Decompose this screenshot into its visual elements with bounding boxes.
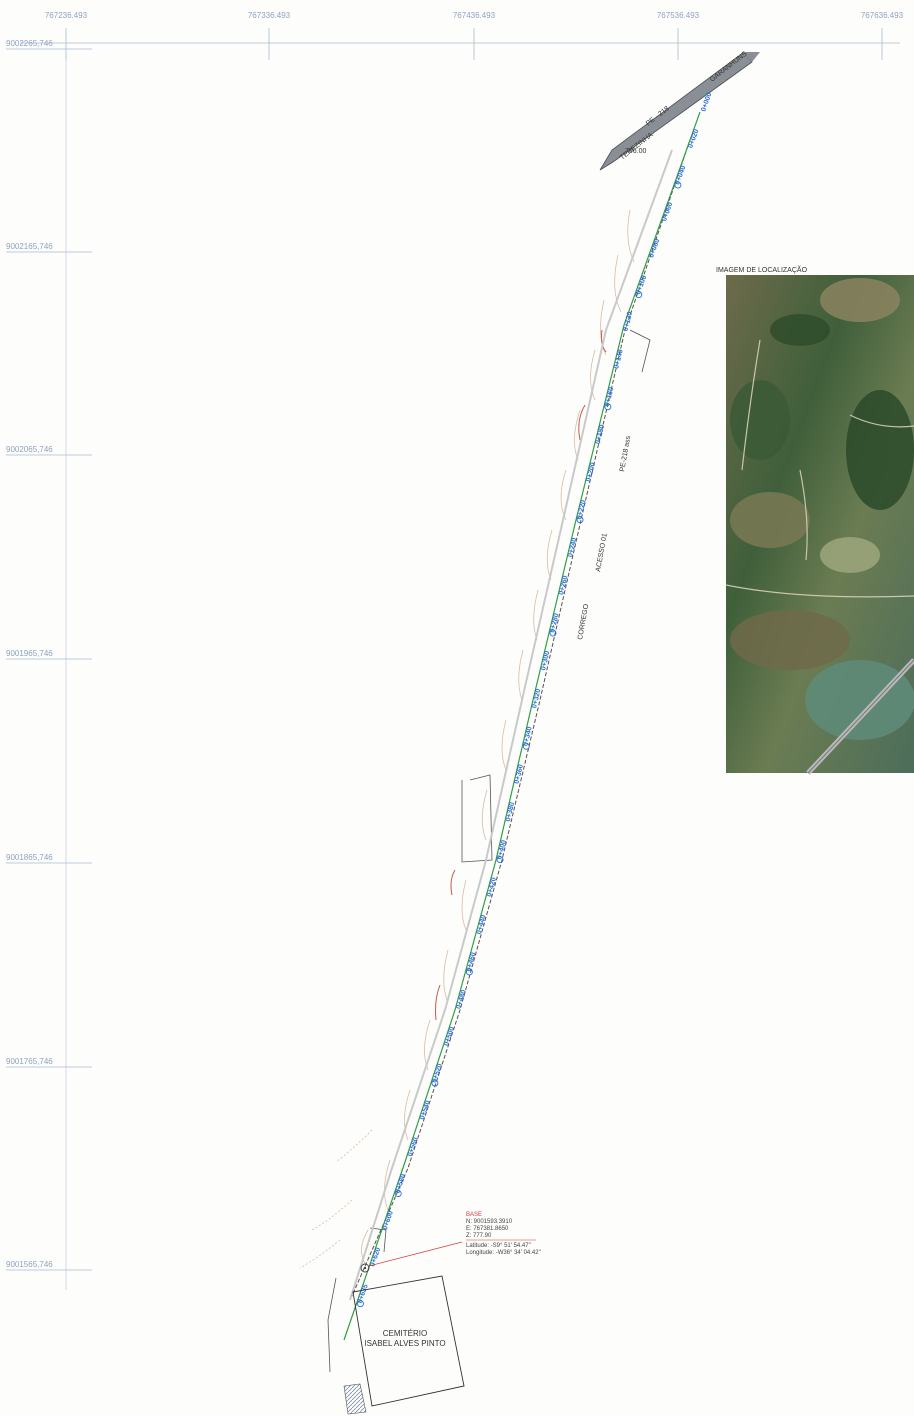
station-label: 0+540: [419, 1100, 432, 1121]
easting-label: 767436.493: [453, 11, 496, 20]
station-label: 0+320: [531, 688, 542, 709]
cemetery-label-line2: ISABEL ALVES PINTO: [364, 1339, 445, 1348]
station-label: 0+080: [648, 238, 661, 259]
station-label: 0+140: [613, 349, 625, 370]
road-pe218: PE - 218 TEREZINHA GARANHUNS 796.00: [599, 50, 760, 171]
cemetery-label-line1: CEMITÉRIO: [383, 1329, 427, 1338]
station-marker: [576, 516, 584, 524]
base-latitude: Latitude: -S9° 51' 54.47": [466, 1243, 531, 1249]
station-label: 0+020: [687, 128, 700, 149]
station-marker: [635, 291, 643, 299]
northing-label: 9002165,746: [6, 242, 53, 251]
station-label: 0+180: [595, 424, 607, 445]
station-label: 0+260: [558, 575, 569, 596]
station-label: 0+060: [661, 201, 674, 222]
northing-label: 9001565,746: [6, 1260, 53, 1269]
station-label: 0+240: [567, 537, 578, 558]
easting-label: 767636.493: [861, 11, 904, 20]
station-marker: [431, 1079, 439, 1087]
station-labels: 0+0000+0200+0400+0600+0800+1000+1200+140…: [357, 92, 714, 1308]
property-boundary: [327, 329, 651, 1373]
station-label: 0+160: [604, 386, 616, 407]
station-marker: [465, 968, 473, 976]
northing-label: 9002265,746: [6, 39, 53, 48]
station-marker: [604, 403, 612, 411]
station-label: 0+500: [443, 1026, 456, 1047]
station-label: 0+480: [455, 989, 468, 1010]
station-label: 0+420: [486, 877, 498, 898]
base-title: BASE: [466, 1212, 482, 1218]
road-side-label: PE-218 ass: [619, 435, 632, 472]
station-label: 0+440: [476, 914, 488, 935]
cemetery-plot: CEMITÉRIO ISABEL ALVES PINTO: [343, 1275, 465, 1415]
terrain-red-marks: [435, 329, 607, 1021]
northing-label: 9001865,746: [6, 853, 53, 862]
station-marker: [496, 856, 504, 864]
station-label: 0+340: [522, 726, 533, 747]
elevation-label: 796.00: [625, 148, 647, 155]
easting-label: 767236.493: [45, 11, 88, 20]
station-label: 0+120: [623, 311, 635, 332]
station-label: 0+300: [540, 650, 551, 671]
location-inset: IMAGEM DE LOCALIZAÇÃO: [716, 265, 914, 775]
inset-title: IMAGEM DE LOCALIZAÇÃO: [716, 265, 808, 274]
northing-label: 9001765,746: [6, 1057, 53, 1066]
easting-label: 767536.493: [657, 11, 700, 20]
station-marker: [674, 181, 682, 189]
station-marker: [357, 1300, 364, 1308]
northing-label: 9001965,746: [6, 649, 53, 658]
station-label: 0+400: [496, 839, 508, 860]
station-label: 0+200: [585, 462, 597, 483]
station-marker: [549, 629, 557, 637]
base-northing: N: 9001593.3910: [466, 1219, 513, 1225]
stream-label: CORREGO: [577, 603, 590, 640]
easting-label: 767336.493: [248, 11, 291, 20]
station-label: 0+560: [407, 1136, 420, 1157]
access-road: [343, 111, 701, 1341]
base-longitude: Longitude: -W36° 34' 04.42": [466, 1250, 541, 1256]
station-label: 0+280: [549, 613, 560, 634]
base-marker: BASE N: 9001593.3910 E: 767381.8650 Z: 7…: [360, 1212, 541, 1273]
station-marker: [394, 1190, 402, 1198]
base-easting: E: 767381.8650: [466, 1226, 509, 1232]
terrain-contours: [299, 209, 635, 1269]
station-label: 0+360: [514, 764, 525, 785]
access-label: ACESSO 01: [595, 533, 609, 573]
satellite-texture: [730, 278, 914, 740]
base-elevation: Z: 777.90: [466, 1233, 492, 1239]
northing-label: 9002065,746: [6, 445, 53, 454]
station-label: 0+460: [466, 952, 478, 973]
station-label: 0+600: [382, 1210, 395, 1231]
grid-frame: 767236.493 767336.493 767436.493 767536.493…: [6, 11, 904, 1290]
station-marker: [522, 742, 530, 750]
station-label: 0+220: [576, 499, 587, 520]
station-label: 0+380: [505, 802, 516, 823]
